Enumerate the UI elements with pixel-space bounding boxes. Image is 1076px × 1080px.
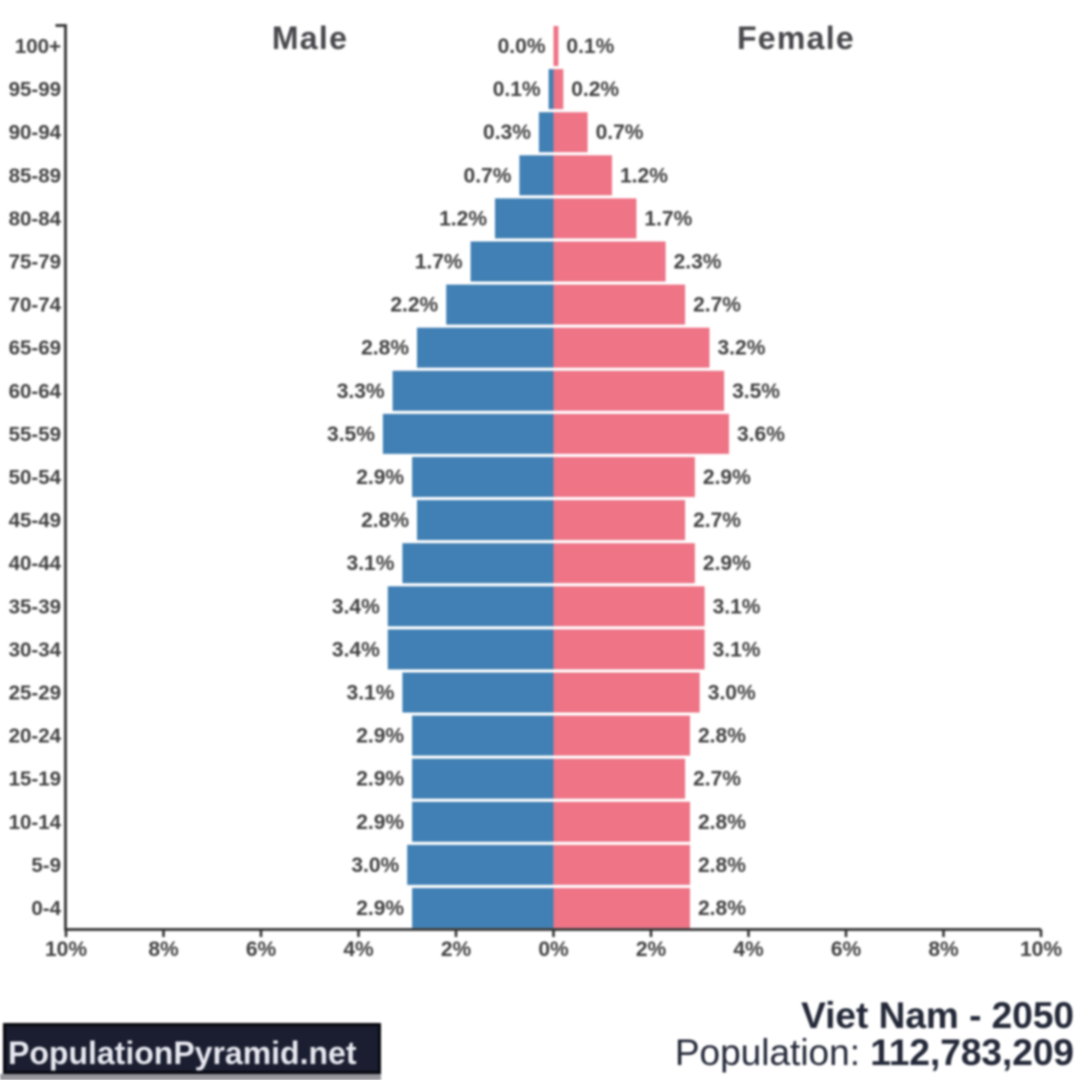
svg-text:2.8%: 2.8% <box>698 854 746 877</box>
svg-text:80-84: 80-84 <box>9 207 62 230</box>
svg-text:55-59: 55-59 <box>9 423 61 446</box>
svg-text:10%: 10% <box>45 938 87 961</box>
svg-text:1.2%: 1.2% <box>439 207 487 230</box>
svg-text:2.9%: 2.9% <box>356 897 404 920</box>
svg-text:4%: 4% <box>733 938 764 961</box>
svg-text:4%: 4% <box>343 938 374 961</box>
svg-text:3.1%: 3.1% <box>713 595 761 618</box>
svg-text:2.9%: 2.9% <box>703 466 751 489</box>
svg-text:85-89: 85-89 <box>9 164 61 187</box>
svg-text:1.2%: 1.2% <box>620 164 668 187</box>
svg-text:3.1%: 3.1% <box>347 552 395 575</box>
svg-text:50-54: 50-54 <box>9 466 62 489</box>
svg-text:0.1%: 0.1% <box>493 78 541 101</box>
svg-text:0.1%: 0.1% <box>566 35 614 58</box>
svg-text:3.4%: 3.4% <box>332 638 380 661</box>
svg-text:1.7%: 1.7% <box>415 251 463 274</box>
svg-text:35-39: 35-39 <box>9 595 61 618</box>
svg-text:70-74: 70-74 <box>9 294 62 317</box>
svg-text:2.9%: 2.9% <box>356 466 404 489</box>
svg-text:0.7%: 0.7% <box>464 164 512 187</box>
svg-text:0.3%: 0.3% <box>483 121 531 144</box>
svg-text:10-14: 10-14 <box>9 811 62 834</box>
svg-text:3.1%: 3.1% <box>347 682 395 705</box>
svg-text:2.8%: 2.8% <box>361 509 409 532</box>
svg-text:2.9%: 2.9% <box>356 811 404 834</box>
svg-text:15-19: 15-19 <box>9 768 61 791</box>
svg-text:95-99: 95-99 <box>9 78 61 101</box>
svg-text:2%: 2% <box>636 938 667 961</box>
svg-text:100+: 100+ <box>15 35 61 58</box>
svg-text:30-34: 30-34 <box>9 638 62 661</box>
svg-text:2.8%: 2.8% <box>698 811 746 834</box>
svg-text:2.7%: 2.7% <box>693 768 741 791</box>
svg-text:2.7%: 2.7% <box>693 509 741 532</box>
svg-text:5-9: 5-9 <box>31 854 61 877</box>
svg-text:3.5%: 3.5% <box>327 423 375 446</box>
svg-text:8%: 8% <box>928 938 959 961</box>
svg-text:25-29: 25-29 <box>9 682 61 705</box>
svg-text:65-69: 65-69 <box>9 337 61 360</box>
svg-text:0-4: 0-4 <box>31 897 61 920</box>
svg-text:45-49: 45-49 <box>9 509 61 532</box>
svg-text:2.8%: 2.8% <box>698 897 746 920</box>
svg-text:75-79: 75-79 <box>9 251 61 274</box>
svg-text:60-64: 60-64 <box>9 380 62 403</box>
svg-text:8%: 8% <box>148 938 179 961</box>
svg-text:3.4%: 3.4% <box>332 595 380 618</box>
svg-text:2.2%: 2.2% <box>390 294 438 317</box>
svg-text:10%: 10% <box>1020 938 1062 961</box>
svg-text:0.7%: 0.7% <box>596 121 644 144</box>
svg-text:2.9%: 2.9% <box>703 552 751 575</box>
svg-text:3.6%: 3.6% <box>737 423 785 446</box>
svg-text:40-44: 40-44 <box>9 552 62 575</box>
svg-text:2.3%: 2.3% <box>674 251 722 274</box>
svg-text:6%: 6% <box>246 938 277 961</box>
svg-text:3.1%: 3.1% <box>713 638 761 661</box>
svg-text:Male: Male <box>272 20 348 56</box>
svg-text:2.9%: 2.9% <box>356 768 404 791</box>
svg-text:3.5%: 3.5% <box>732 380 780 403</box>
svg-text:90-94: 90-94 <box>9 121 62 144</box>
svg-text:20-24: 20-24 <box>9 725 62 748</box>
svg-text:1.7%: 1.7% <box>644 207 692 230</box>
svg-text:0.0%: 0.0% <box>498 35 546 58</box>
svg-text:2.9%: 2.9% <box>356 725 404 748</box>
svg-text:2%: 2% <box>441 938 472 961</box>
svg-text:3.0%: 3.0% <box>351 854 399 877</box>
svg-text:2.8%: 2.8% <box>698 725 746 748</box>
svg-text:6%: 6% <box>831 938 862 961</box>
svg-text:3.0%: 3.0% <box>708 682 756 705</box>
svg-text:3.2%: 3.2% <box>718 337 766 360</box>
svg-text:0.2%: 0.2% <box>571 78 619 101</box>
svg-text:3.3%: 3.3% <box>337 380 385 403</box>
svg-text:2.7%: 2.7% <box>693 294 741 317</box>
svg-text:2.8%: 2.8% <box>361 337 409 360</box>
svg-text:0%: 0% <box>538 938 569 961</box>
svg-text:Female: Female <box>737 20 855 56</box>
